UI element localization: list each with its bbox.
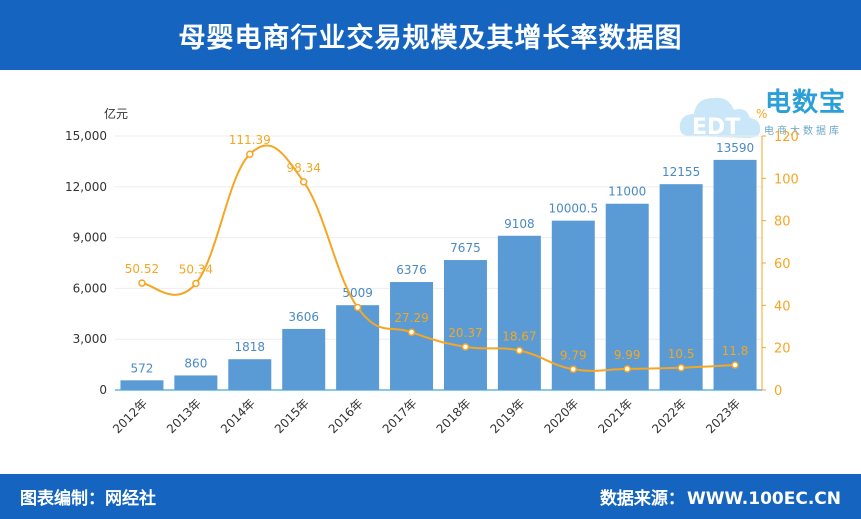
bar-value-label: 11000 <box>608 185 646 199</box>
line-point <box>407 328 416 336</box>
chart-header: 母婴电商行业交易规模及其增长率数据图 <box>0 0 861 70</box>
logo-main-text: 电数宝 <box>765 88 847 118</box>
bar <box>120 380 164 390</box>
x-tick-label: 2020年 <box>541 396 581 436</box>
bar-value-label: 12155 <box>662 165 700 179</box>
y2-tick-label: 80 <box>774 215 791 230</box>
y2-tick-label: 100 <box>774 172 799 187</box>
line-point <box>138 279 146 287</box>
line-point <box>677 364 685 372</box>
y2-tick-label: 60 <box>774 257 791 272</box>
line-point <box>623 365 631 373</box>
x-tick-label: 2014年 <box>218 396 258 436</box>
footer-source-label: 数据来源： <box>599 489 685 509</box>
bar <box>497 235 541 390</box>
line-value-label: 9.79 <box>560 348 587 362</box>
x-tick-label: 2012年 <box>110 396 150 436</box>
logo-sub-text: 电商大数据库 <box>764 126 842 137</box>
footer-source: 数据来源： WWW.100EC.CN <box>598 484 841 509</box>
bar-value-label: 860 <box>184 356 207 370</box>
line-point <box>299 178 308 186</box>
combo-chart: 0 3,000 6,000 9,000 12,000 15,000 亿元 0 20 40 60 80 1… <box>65 106 799 436</box>
bar-value-label: 9108 <box>504 217 535 231</box>
x-tick-label: 2017年 <box>380 396 420 436</box>
x-tick-label: 2023年 <box>703 396 743 436</box>
bar <box>174 375 218 390</box>
line-value-label: 111.39 <box>229 133 271 147</box>
y-tick-label: 15,000 <box>65 129 107 143</box>
x-tick-label: 2019年 <box>488 396 528 436</box>
bar-value-label: 6376 <box>396 263 427 277</box>
bar <box>443 260 487 390</box>
line-value-label: 98.34 <box>287 161 321 175</box>
line-point <box>515 346 524 355</box>
footer-source-url: WWW.100EC.CN <box>686 489 841 509</box>
x-tick-label: 2013年 <box>164 396 204 436</box>
bar-value-label: 10000.5 <box>548 202 598 216</box>
bar <box>659 184 703 390</box>
bar-value-label: 1818 <box>235 340 266 354</box>
x-tick-label: 2022年 <box>649 396 689 436</box>
y2-tick-label: 0 <box>774 384 782 399</box>
x-tick-label: 2018年 <box>434 396 474 436</box>
y-tick-label: 6,000 <box>73 281 107 295</box>
bar <box>336 305 380 390</box>
x-tick-label: 2016年 <box>326 396 366 436</box>
line-value-label: 27.29 <box>394 311 428 325</box>
y2-axis-title: % <box>756 107 767 121</box>
bar <box>228 359 272 390</box>
line-value-label: 9.99 <box>614 348 641 362</box>
y-tick-label: 12,000 <box>65 180 107 194</box>
line-point <box>731 361 739 369</box>
line-point <box>461 343 470 351</box>
y2-tick-label: 40 <box>774 299 791 314</box>
line-value-label: 50.34 <box>179 262 213 276</box>
line-point <box>353 303 362 312</box>
line-value-label: 18.67 <box>502 329 536 343</box>
line-point <box>192 279 200 288</box>
y-tick-label: 3,000 <box>73 332 107 346</box>
y-tick-label: 0 <box>99 383 107 397</box>
bar <box>551 220 595 390</box>
x-tick-label: 2021年 <box>595 396 635 436</box>
bar-value-label: 7675 <box>450 241 481 255</box>
y-axis-title: 亿元 <box>104 106 128 121</box>
bar <box>605 203 649 390</box>
line-value-label: 50.52 <box>125 262 159 276</box>
line-point <box>246 150 254 158</box>
bar-value-label: 3606 <box>288 310 319 324</box>
footer-credit: 图表编制：网经社 <box>20 489 156 509</box>
line-value-label: 11.8 <box>722 344 749 358</box>
bar <box>390 282 434 390</box>
y2-tick-label: 20 <box>774 342 791 357</box>
line-value-label: 10.5 <box>668 347 695 361</box>
line-value-label: 20.37 <box>448 326 482 340</box>
y-tick-label: 9,000 <box>73 231 107 245</box>
bar <box>713 159 757 390</box>
bar-value-label: 572 <box>131 361 154 375</box>
bar <box>282 328 326 390</box>
bar-value-label: 13590 <box>716 141 754 155</box>
y2-tick-label: 120 <box>774 130 799 145</box>
chart-footer: 图表编制：网经社 数据来源： WWW.100EC.CN <box>0 474 861 519</box>
chart-title: 母婴电商行业交易规模及其增长率数据图 <box>178 22 683 54</box>
x-tick-label: 2015年 <box>272 396 312 436</box>
line-point <box>569 365 578 374</box>
